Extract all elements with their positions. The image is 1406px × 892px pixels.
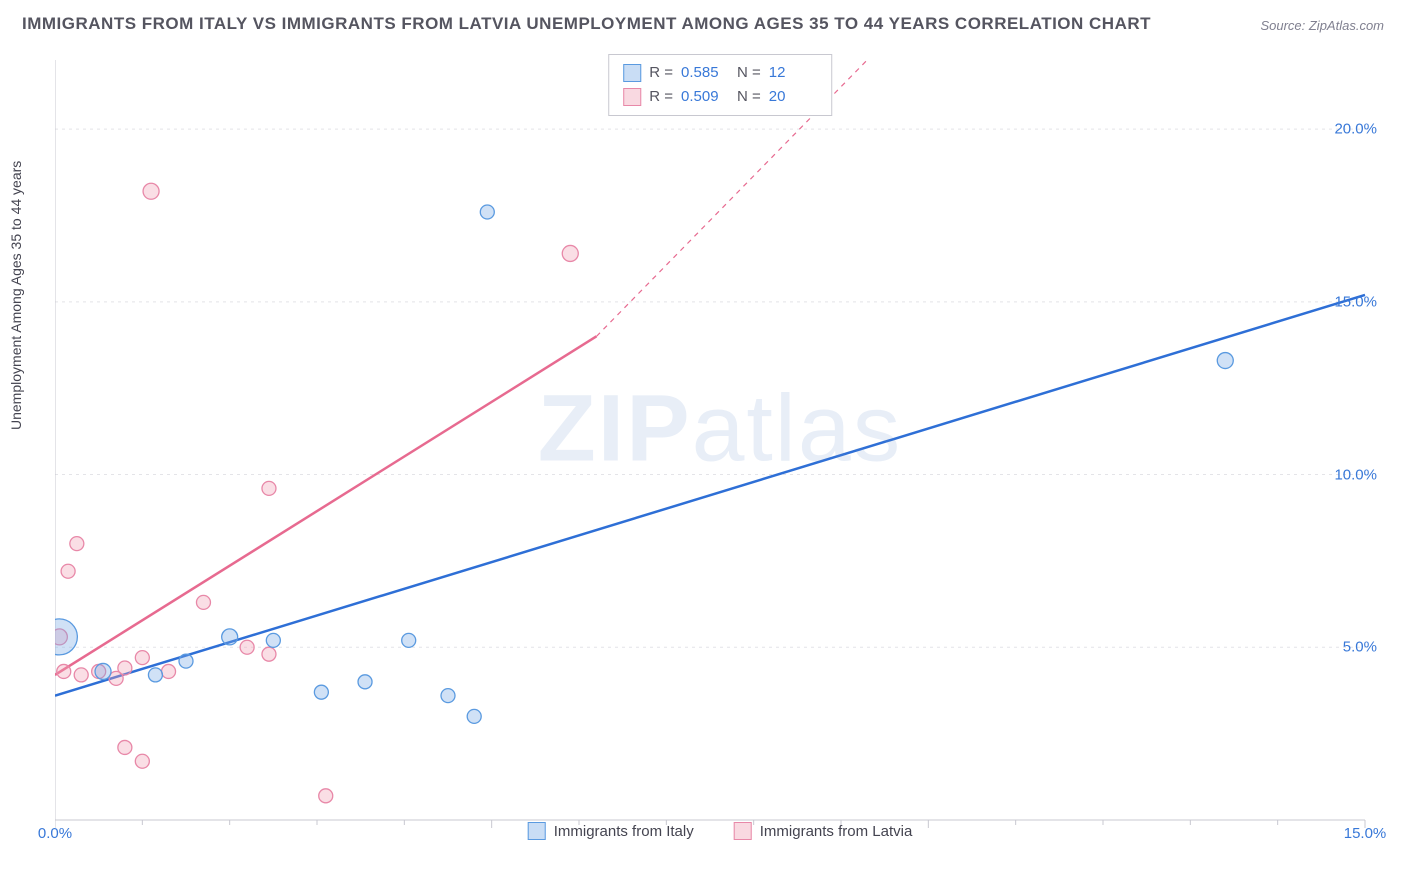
legend-label: Immigrants from Latvia — [760, 823, 913, 840]
source-attribution: Source: ZipAtlas.com — [1260, 18, 1384, 33]
legend-swatch-blue-icon — [528, 822, 546, 840]
legend-label: Immigrants from Italy — [554, 823, 694, 840]
legend-item-italy: Immigrants from Italy — [528, 822, 694, 840]
legend-swatch-blue-icon — [623, 64, 641, 82]
x-tick-label: 15.0% — [1344, 825, 1387, 842]
legend-series: Immigrants from Italy Immigrants from La… — [528, 822, 913, 840]
x-tick-label: 0.0% — [38, 825, 72, 842]
chart-area: ZIPatlas R = 0.585 N = 12 R = 0.509 N = … — [55, 50, 1385, 840]
r-label: R = — [649, 85, 673, 109]
chart-title: IMMIGRANTS FROM ITALY VS IMMIGRANTS FROM… — [22, 14, 1151, 34]
r-value-1: 0.585 — [681, 61, 729, 85]
y-tick-label: 15.0% — [1334, 293, 1377, 310]
legend-stats-row-2: R = 0.509 N = 20 — [623, 85, 817, 109]
legend-item-latvia: Immigrants from Latvia — [734, 822, 913, 840]
y-axis-label: Unemployment Among Ages 35 to 44 years — [8, 161, 24, 430]
chart-svg — [55, 50, 1385, 840]
legend-stats: R = 0.585 N = 12 R = 0.509 N = 20 — [608, 54, 832, 116]
y-tick-label: 10.0% — [1334, 466, 1377, 483]
y-tick-label: 5.0% — [1343, 639, 1377, 656]
n-value-2: 20 — [769, 85, 817, 109]
legend-swatch-pink-icon — [623, 88, 641, 106]
n-label: N = — [737, 61, 761, 85]
y-tick-label: 20.0% — [1334, 121, 1377, 138]
n-label: N = — [737, 85, 761, 109]
n-value-1: 12 — [769, 61, 817, 85]
legend-stats-row-1: R = 0.585 N = 12 — [623, 61, 817, 85]
r-label: R = — [649, 61, 673, 85]
r-value-2: 0.509 — [681, 85, 729, 109]
legend-swatch-pink-icon — [734, 822, 752, 840]
